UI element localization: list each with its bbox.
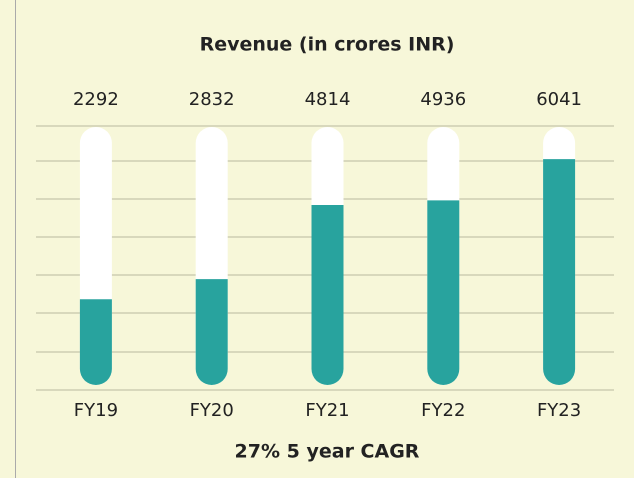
bar [311, 204, 344, 385]
chart-title: Revenue (in crores INR) [200, 34, 455, 56]
x-tick-label: FY22 [421, 400, 465, 421]
bar [195, 279, 228, 385]
value-label: 2292 [73, 89, 119, 110]
x-tick-label: FY19 [74, 400, 118, 421]
value-label: 6041 [536, 89, 582, 110]
x-tick-label: FY21 [305, 400, 349, 421]
value-label: 4814 [305, 89, 351, 110]
footer: 27% 5 year CAGR [235, 441, 420, 463]
x-tick-label: FY20 [190, 400, 234, 421]
bar [543, 159, 576, 385]
x-tick-label: FY23 [537, 400, 581, 421]
value-label: 4936 [420, 89, 466, 110]
value-label: 2832 [189, 89, 235, 110]
bar [427, 200, 460, 385]
bar [79, 299, 112, 385]
